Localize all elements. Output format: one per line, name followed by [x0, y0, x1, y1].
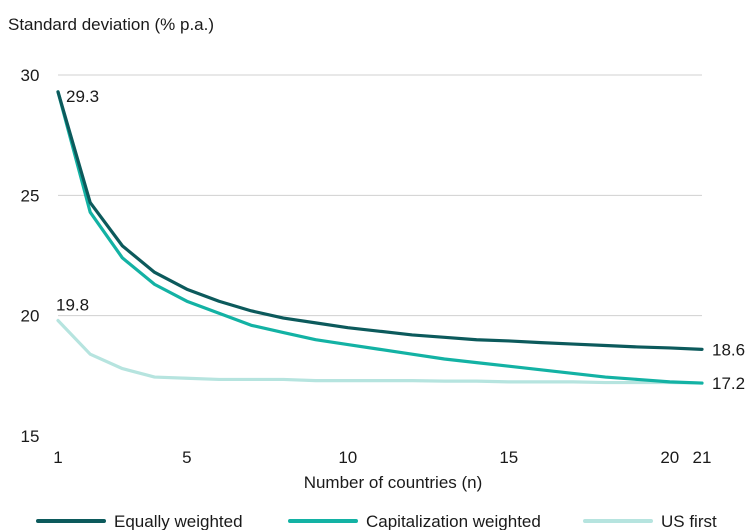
- x-tick-label: 21: [693, 448, 712, 467]
- legend-label: Capitalization weighted: [366, 512, 541, 530]
- series-lines: [56, 90, 704, 385]
- annotations: 29.3 19.8 18.6 17.2: [56, 87, 745, 393]
- x-tick-label: 15: [499, 448, 518, 467]
- data-label: 19.8: [56, 295, 89, 314]
- legend-label: Equally weighted: [114, 512, 243, 530]
- y-tick-label: 20: [21, 307, 40, 326]
- x-axis-label: Number of countries (n): [304, 473, 483, 492]
- data-label: 29.3: [66, 87, 99, 106]
- gridlines: [58, 74, 702, 317]
- data-label: 18.6: [712, 340, 745, 359]
- legend-label: US first: [661, 512, 717, 530]
- y-tick-labels: 15 20 25 30: [21, 66, 40, 446]
- series-line-equally-weighted: [56, 90, 704, 351]
- y-tick-label: 25: [21, 186, 40, 205]
- series-line-us-first: [56, 318, 704, 385]
- x-tick-label: 1: [53, 448, 62, 467]
- series-line-capitalization-weighted: [56, 90, 704, 385]
- data-label: 17.2: [712, 374, 745, 393]
- x-tick-label: 10: [338, 448, 357, 467]
- x-tick-labels: 1 5 10 15 20 21: [53, 448, 711, 467]
- x-tick-label: 20: [660, 448, 679, 467]
- legend: Equally weighted Capitalization weighted U…: [36, 512, 717, 530]
- y-tick-label: 15: [21, 427, 40, 446]
- y-axis-label: Standard deviation (% p.a.): [8, 15, 214, 34]
- y-tick-label: 30: [21, 66, 40, 85]
- x-tick-label: 5: [182, 448, 191, 467]
